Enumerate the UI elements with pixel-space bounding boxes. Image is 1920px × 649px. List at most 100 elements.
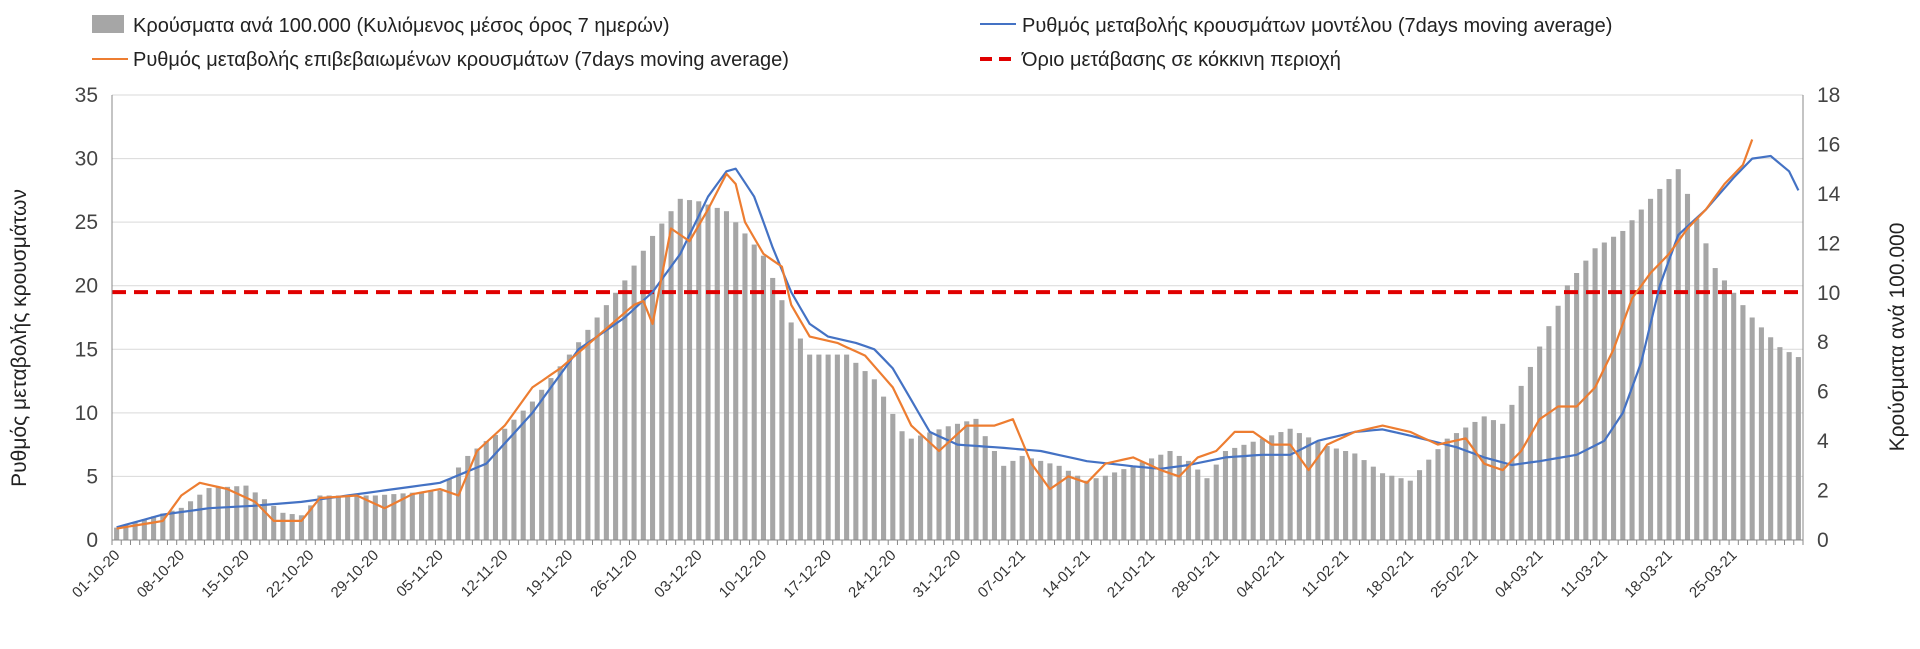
bar — [797, 338, 803, 540]
bar — [1370, 466, 1376, 540]
bar — [1647, 198, 1654, 541]
right-tick-label: 6 — [1817, 381, 1829, 404]
legend: Κρούσματα ανά 100.000 (Κυλιόμενος μέσος … — [92, 15, 1612, 71]
bar — [1149, 458, 1155, 540]
bar — [326, 495, 332, 540]
bar — [1555, 305, 1561, 540]
bar — [1786, 352, 1792, 540]
bar — [1749, 317, 1755, 540]
legend-confirmed-label: Ρυθμός μεταβολής επιβεβαιωμένων κρουσμάτ… — [133, 49, 789, 71]
bar — [1232, 447, 1238, 540]
confirmed-series-line — [116, 139, 1754, 530]
bar — [991, 451, 998, 540]
bar — [160, 513, 166, 540]
bar — [465, 455, 471, 540]
bar — [1028, 458, 1034, 540]
bar — [1601, 242, 1607, 540]
bar — [1758, 327, 1764, 540]
bar — [760, 255, 766, 540]
right-axis-ticks: 0 2 4 6 8 10 12 14 16 18 — [1817, 84, 1841, 552]
axes — [111, 95, 1804, 545]
bar — [437, 490, 443, 540]
bar — [936, 429, 942, 540]
bar — [1537, 346, 1543, 540]
bar — [1731, 292, 1737, 540]
bar — [1611, 236, 1617, 541]
legend-bars-label: Κρούσματα ανά 100.000 (Κυλιόμενος μέσος … — [133, 15, 670, 37]
bar — [354, 495, 360, 540]
left-axis-ticks: 0 5 10 15 20 25 30 35 — [75, 84, 98, 552]
bar — [1324, 446, 1330, 540]
right-tick-label: 14 — [1817, 183, 1841, 206]
bar — [271, 506, 277, 540]
bar — [1721, 280, 1727, 540]
bar — [1010, 460, 1016, 540]
bar — [1176, 455, 1182, 540]
bar — [1675, 169, 1681, 540]
bar — [686, 200, 693, 540]
bar — [1795, 357, 1801, 540]
left-tick-label: 20 — [75, 275, 98, 298]
bar — [1315, 441, 1321, 540]
bar — [1444, 438, 1450, 540]
bar — [132, 521, 138, 540]
bar — [1047, 463, 1053, 540]
bar — [1564, 285, 1570, 540]
bar — [1592, 248, 1598, 540]
bar — [640, 250, 646, 540]
right-axis-title: Κρούσματα ανά 100.000 — [1886, 223, 1909, 452]
legend-model-label: Ρυθμός μεταβολής κρουσμάτων μοντέλου (7d… — [1022, 15, 1612, 37]
bar — [1453, 433, 1460, 540]
bar — [1509, 404, 1515, 540]
bar — [1333, 448, 1339, 540]
bar — [474, 448, 480, 540]
bar — [178, 507, 184, 540]
bar — [1250, 441, 1256, 540]
bar — [1463, 427, 1469, 540]
bar — [973, 418, 979, 540]
bar — [945, 426, 951, 540]
bar — [520, 410, 526, 540]
bar — [1389, 475, 1395, 540]
bar — [446, 479, 452, 540]
bar — [1065, 470, 1071, 540]
bar — [603, 305, 609, 540]
bar — [252, 492, 258, 540]
bar — [1583, 260, 1589, 540]
right-tick-label: 2 — [1817, 480, 1829, 503]
bar — [298, 515, 304, 540]
bar — [224, 486, 231, 540]
bar — [215, 487, 221, 540]
bar — [1352, 453, 1358, 540]
bar — [816, 354, 822, 540]
bar — [1084, 480, 1090, 540]
bar — [409, 492, 415, 540]
bar — [733, 222, 739, 540]
left-tick-label: 10 — [75, 402, 98, 425]
bar — [234, 486, 240, 540]
bar — [1213, 464, 1219, 540]
line-series — [116, 139, 1800, 530]
bar — [585, 329, 591, 540]
bar — [631, 265, 637, 540]
left-axis-title: Ρυθμός μεταβολής κρουσμάτων — [8, 189, 31, 487]
bar — [455, 467, 462, 540]
right-tick-label: 8 — [1817, 331, 1829, 354]
bar — [1684, 193, 1691, 540]
bar — [1121, 469, 1127, 540]
model-series-line — [116, 154, 1800, 529]
bar — [492, 434, 499, 540]
left-tick-label: 0 — [86, 529, 98, 552]
bar — [1204, 478, 1210, 540]
right-tick-label: 16 — [1817, 133, 1840, 156]
bar — [927, 432, 933, 540]
bar — [1056, 465, 1062, 540]
right-tick-label: 18 — [1817, 84, 1840, 107]
bar — [908, 438, 914, 540]
bar — [1620, 230, 1626, 540]
bar — [1398, 478, 1404, 540]
bar — [862, 371, 868, 540]
bar — [1712, 268, 1718, 540]
bar — [308, 505, 314, 540]
